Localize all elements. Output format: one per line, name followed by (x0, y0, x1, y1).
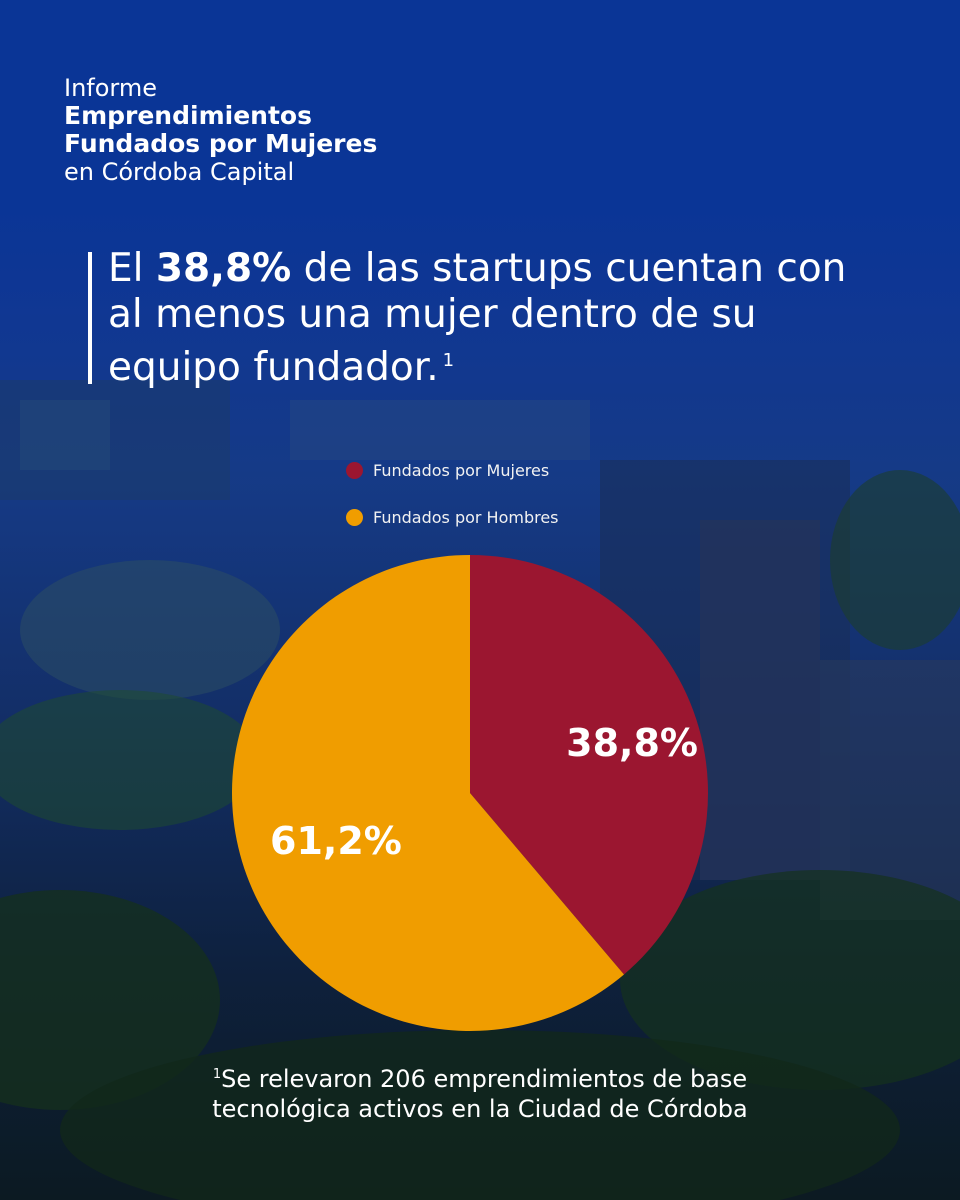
legend-swatch-men (346, 508, 363, 526)
headline-line-3-text: equipo fundador. (108, 345, 439, 390)
legend-label-men: Fundados por Hombres (373, 507, 559, 527)
legend-item-women: Fundados por Mujeres (346, 456, 559, 484)
headline-rest: de las startups cuentan con (291, 246, 847, 291)
legend-swatch-women (346, 461, 363, 479)
report-title: Informe Emprendimientos Fundados por Muj… (64, 74, 377, 186)
footnote-line-1: 1Se relevaron 206 emprendimientos de bas… (120, 1060, 840, 1094)
pie-label-men: 61,2% (270, 819, 402, 863)
headline-footnote-ref: 1 (442, 350, 455, 371)
pie-slice-men (231, 555, 624, 1031)
headline-prefix: El (108, 246, 156, 291)
pie-chart: 38,8% 61,2% (231, 555, 708, 1031)
footnote: 1Se relevaron 206 emprendimientos de bas… (120, 1060, 840, 1124)
title-line-3: Fundados por Mujeres (64, 129, 378, 158)
headline-line-2: al menos una mujer dentro de su (108, 292, 757, 337)
title-line-2: Emprendimientos (64, 101, 312, 130)
footnote-line-1-text: Se relevaron 206 emprendimientos de base (221, 1065, 748, 1093)
headline-line-1: El 38,8% de las startups cuentan con (108, 246, 928, 292)
headline: El 38,8% de las startups cuentan con al … (108, 246, 928, 391)
headline-line-3: equipo fundador. 1 (108, 338, 928, 391)
legend-item-men: Fundados por Hombres (346, 503, 559, 531)
pie-label-women: 38,8% (566, 721, 698, 765)
pie-slice-women (470, 555, 708, 975)
headline-accent-bar (88, 252, 92, 384)
footnote-line-2: tecnológica activos en la Ciudad de Córd… (212, 1095, 748, 1123)
headline-highlight: 38,8% (155, 246, 292, 291)
chart-legend: Fundados por Mujeres Fundados por Hombre… (346, 456, 559, 550)
title-line-1: Informe (64, 74, 158, 102)
legend-label-women: Fundados por Mujeres (373, 460, 550, 480)
footnote-marker: 1 (212, 1067, 222, 1082)
title-line-4: en Córdoba Capital (64, 158, 295, 186)
